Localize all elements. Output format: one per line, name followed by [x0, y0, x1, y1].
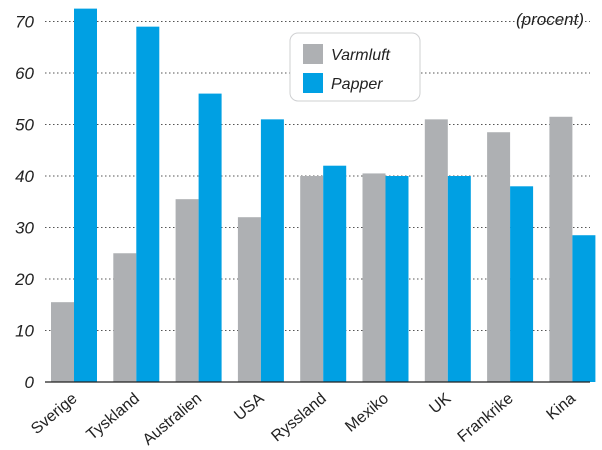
legend: Varmluft Papper [289, 32, 421, 102]
bar-papper-ryssland [323, 165, 347, 382]
bar-papper-kina [572, 235, 596, 382]
bar-varmluft-australien [175, 199, 199, 382]
y-tick-label: 20 [14, 270, 34, 289]
bar-varmluft-sverige [51, 302, 74, 382]
category-label-frankrike: Frankrike [455, 390, 517, 446]
y-tick-label: 50 [15, 116, 34, 135]
legend-swatch-varmluft [303, 44, 323, 64]
category-label-usa: USA [231, 390, 267, 424]
bar-varmluft-uk [424, 119, 448, 382]
bar-varmluft-ryssland [300, 176, 324, 382]
y-tick-label: 10 [15, 322, 34, 341]
bar-papper-tyskland [136, 26, 160, 383]
bar-varmluft-frankrike [487, 132, 511, 382]
category-label-kina: Kina [544, 390, 580, 424]
unit-label: (procent) [516, 10, 584, 29]
category-label-ryssland: Ryssland [268, 390, 329, 445]
y-axis-ticks: 0 10 20 30 40 50 60 70 [14, 13, 34, 393]
y-tick-label: 0 [25, 373, 35, 392]
category-label-uk: UK [426, 390, 454, 418]
bar-papper-australien [198, 93, 222, 382]
bar-papper-mexiko [385, 176, 409, 382]
legend-label-papper: Papper [331, 76, 383, 93]
y-tick-label: 70 [15, 13, 34, 32]
category-label-sverige: Sverige [28, 390, 81, 438]
bar-papper-usa [260, 119, 284, 382]
y-tick-label: 30 [15, 219, 34, 238]
legend-swatch-papper [303, 73, 323, 93]
bar-papper-frankrike [510, 186, 534, 382]
y-tick-label: 40 [15, 167, 34, 186]
bar-varmluft-tyskland [113, 253, 137, 382]
category-label-tyskland: Tyskland [84, 390, 143, 444]
category-label-australien: Australien [140, 390, 205, 449]
bar-papper-uk [447, 176, 471, 382]
bar-varmluft-usa [237, 217, 261, 382]
bar-papper-sverige [74, 8, 97, 382]
y-tick-label: 60 [15, 64, 34, 83]
category-label-mexiko: Mexiko [342, 390, 392, 436]
bar-varmluft-mexiko [362, 173, 386, 382]
bar-varmluft-kina [549, 116, 573, 383]
bars [51, 8, 596, 383]
legend-label-varmluft: Varmluft [331, 47, 391, 64]
